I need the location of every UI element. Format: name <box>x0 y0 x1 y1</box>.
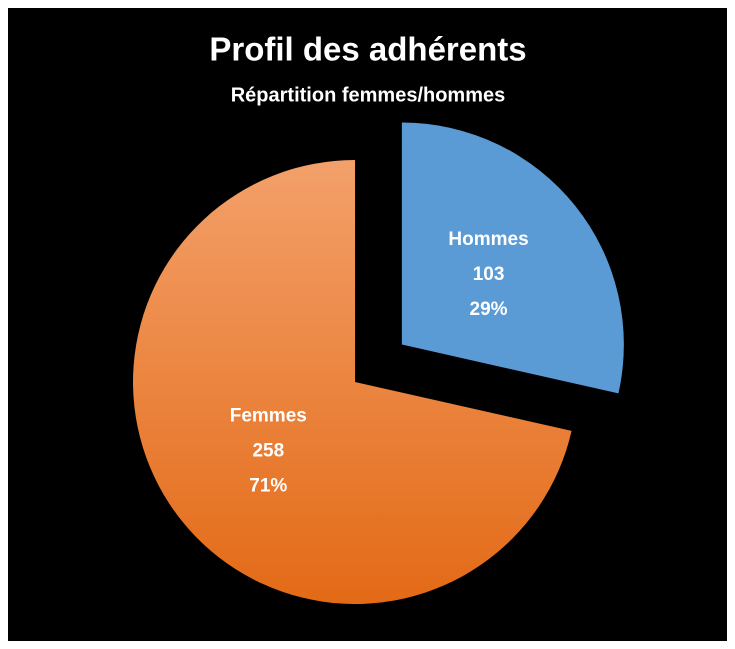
pie-slice <box>401 122 624 394</box>
slice-percentage: 29% <box>470 299 508 320</box>
pie-slice <box>133 160 572 604</box>
slice-label: Femmes <box>230 405 307 426</box>
chart-subtitle: Répartition femmes/hommes <box>231 84 506 106</box>
chart-title: Profil des adhérents <box>209 31 526 68</box>
slice-value: 258 <box>252 440 284 461</box>
slice-percentage: 71% <box>249 475 287 496</box>
slice-label: Hommes <box>448 229 528 250</box>
slice-value: 103 <box>473 264 505 285</box>
